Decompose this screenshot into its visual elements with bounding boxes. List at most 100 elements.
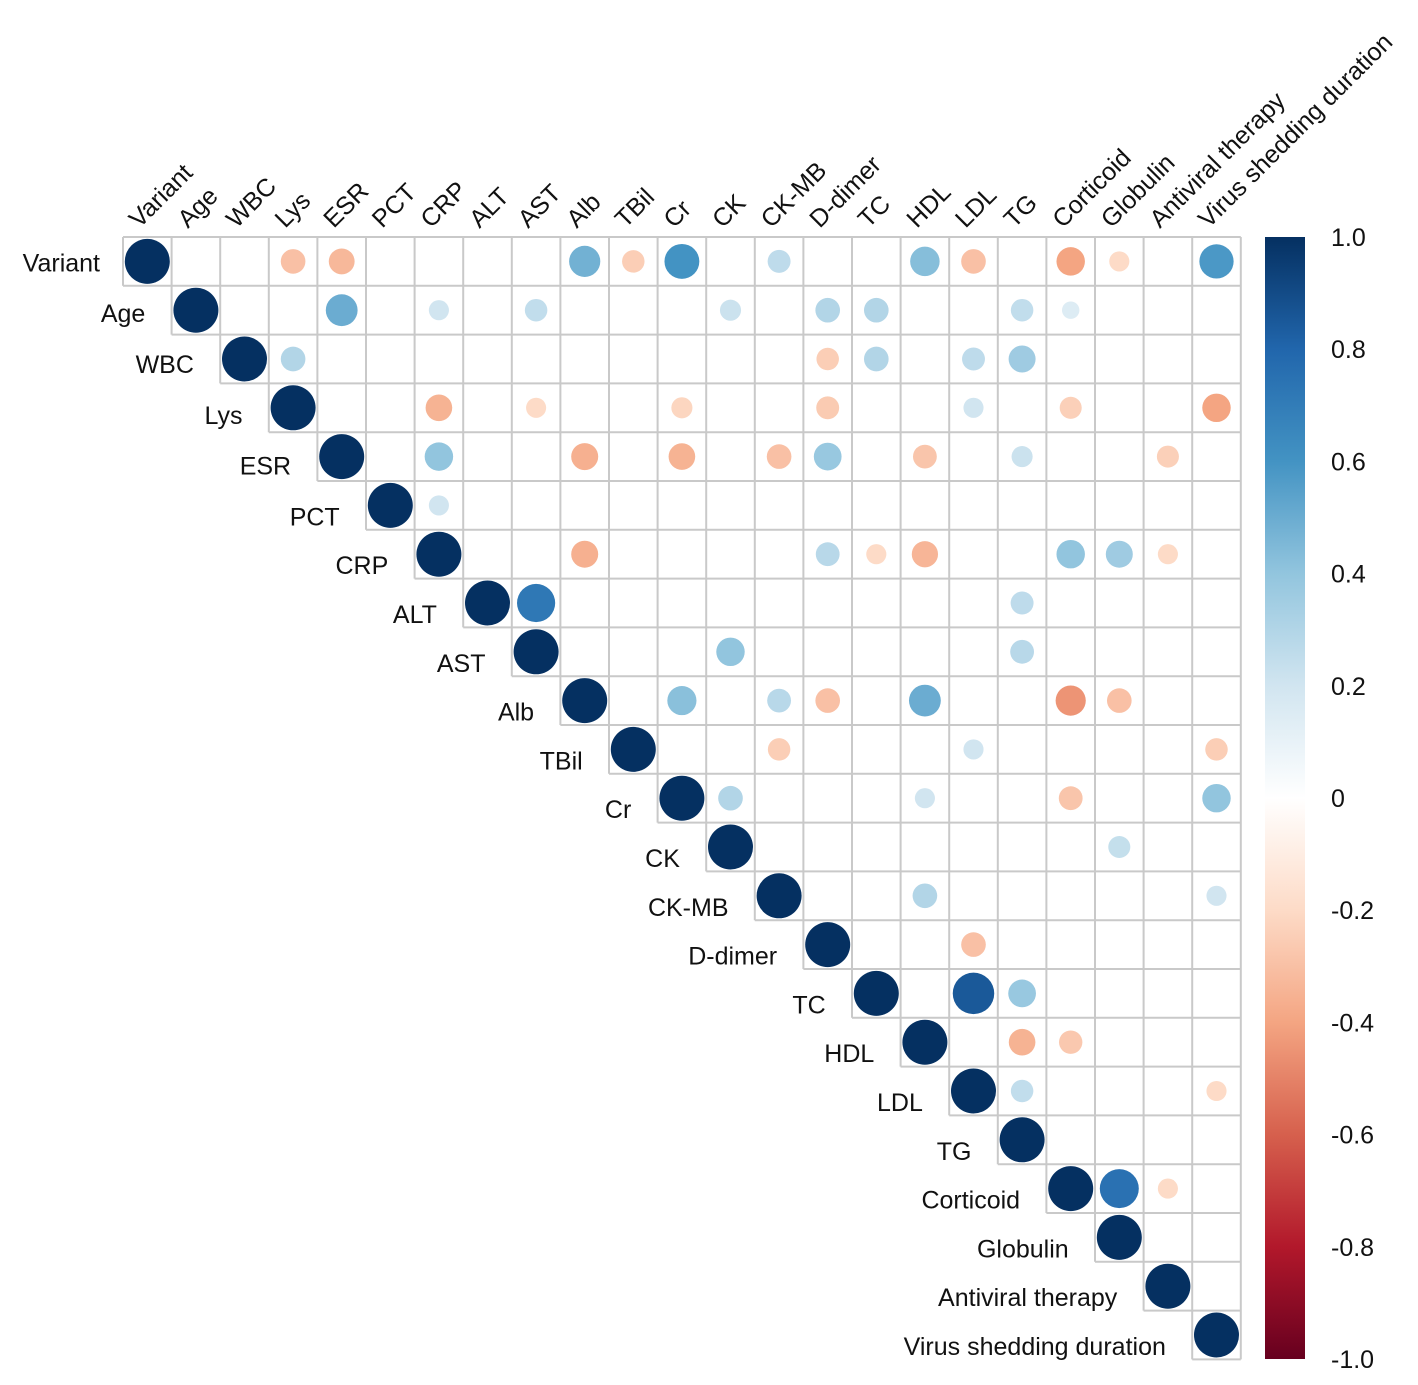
corr-circle-cr-corticoid <box>1058 786 1083 811</box>
corr-circle-d-dimer-ldl <box>961 932 986 957</box>
corr-circle-esr-antiviral-therapy <box>1156 445 1179 468</box>
corr-circle-cr-virus-shedding-duration <box>1202 783 1231 813</box>
row-label-esr: ESR <box>240 453 291 481</box>
corr-circle-tc-tg <box>1008 979 1036 1008</box>
corr-circle-lys-ldl <box>963 397 984 418</box>
col-label-ck: CK <box>707 189 752 234</box>
corr-circle-crp-tc <box>866 544 887 565</box>
corr-circle-hdl-corticoid <box>1059 1030 1083 1054</box>
colorbar-tick-label: 0.4 <box>1331 561 1366 589</box>
corr-circle-corticoid-antiviral-therapy <box>1157 1178 1178 1199</box>
corr-circle-age-ast <box>524 298 548 322</box>
colorbar: 1.0 0.8 0.6 0.4 0.2 0 -0.2 -0.4 -0.6 -0.8 -1.0 <box>1265 224 1374 1374</box>
corr-circle-variant-lys <box>280 249 306 274</box>
row-label-ck-mb: CK-MB <box>648 894 729 922</box>
corr-circle-alb-cr <box>667 686 697 716</box>
corr-circle-crp-d-dimer <box>815 542 840 567</box>
corr-circle-ck-ck <box>708 824 753 870</box>
corr-circle-tbil-tbil <box>610 726 656 772</box>
corr-circle-esr-ck-mb <box>766 444 792 469</box>
row-label-cr: Cr <box>605 796 631 824</box>
corr-circle-lys-ast <box>526 397 547 418</box>
row-label-ck: CK <box>645 845 680 873</box>
row-label-age: Age <box>101 300 145 328</box>
corr-circle-ast-ck <box>716 637 745 667</box>
corr-circle-wbc-lys <box>280 346 306 372</box>
colorbar-tick-label: 0.6 <box>1331 448 1366 476</box>
col-label-virus-shedding-duration: Virus shedding duration <box>1193 28 1398 233</box>
row-label-alt: ALT <box>393 601 437 629</box>
corr-circle-hdl-hdl <box>902 1019 948 1065</box>
corr-circle-variant-corticoid <box>1056 247 1085 276</box>
row-label-variant: Variant <box>23 249 100 277</box>
corr-circle-age-crp <box>428 300 449 321</box>
corr-circle-alb-alb <box>562 678 608 724</box>
corr-circle-cr-cr <box>659 775 705 821</box>
corr-circle-alb-globulin <box>1106 688 1132 713</box>
col-label-alb: Alb <box>561 188 606 233</box>
corr-circle-cr-hdl <box>914 788 935 809</box>
row-label-tc: TC <box>792 991 825 1019</box>
col-label-ldl: LDL <box>950 181 1002 233</box>
corr-circle-crp-hdl <box>911 541 939 568</box>
col-label-hdl: HDL <box>901 178 956 233</box>
colorbar-tick-label: -0.6 <box>1331 1122 1374 1150</box>
row-label-hdl: HDL <box>824 1040 874 1068</box>
colorbar-tick-label: -1.0 <box>1331 1346 1374 1374</box>
corr-circle-alb-hdl <box>908 684 941 717</box>
corr-circle-lys-virus-shedding-duration <box>1202 393 1231 423</box>
corr-circle-alt-ast <box>517 583 556 623</box>
corr-circle-alb-d-dimer <box>815 688 841 713</box>
corr-circle-crp-corticoid <box>1056 539 1085 569</box>
corr-circle-ast-ast <box>513 629 559 675</box>
corr-circle-age-d-dimer <box>815 297 841 323</box>
corr-circle-ldl-ldl <box>951 1068 996 1114</box>
corr-circle-age-tg <box>1010 298 1034 322</box>
corr-circle-variant-cr <box>664 243 700 279</box>
corr-circle-age-tc <box>863 297 889 323</box>
row-label-d-dimer: D-dimer <box>688 943 777 971</box>
corr-circle-variant-ldl <box>961 249 986 274</box>
col-label-wbc: WBC <box>221 172 282 233</box>
corr-circle-crp-globulin <box>1105 540 1133 568</box>
corr-circle-ast-tg <box>1010 639 1035 664</box>
row-label-corticoid: Corticoid <box>921 1187 1020 1215</box>
corr-circle-esr-hdl <box>912 444 937 469</box>
corr-circle-wbc-tc <box>863 346 889 372</box>
corr-circle-variant-variant <box>124 238 170 284</box>
row-label-pct: PCT <box>290 503 340 531</box>
corr-circle-esr-cr <box>668 443 696 470</box>
corr-circle-lys-d-dimer <box>816 396 840 420</box>
row-label-globulin: Globulin <box>977 1235 1069 1263</box>
corr-circle-ck-mb-ck-mb <box>756 873 802 919</box>
corr-circle-alt-alt <box>465 580 510 626</box>
col-label-cr: Cr <box>658 195 696 233</box>
corr-circle-lys-corticoid <box>1059 396 1082 419</box>
corr-circle-alt-tg <box>1010 591 1034 615</box>
row-label-lys: Lys <box>205 402 243 430</box>
colorbar-tick-label: 1.0 <box>1331 224 1366 252</box>
corr-circle-corticoid-globulin <box>1099 1169 1139 1209</box>
colorbar-tick-label: 0.2 <box>1331 673 1366 701</box>
corr-circle-alb-ck-mb <box>767 688 792 713</box>
row-label-ldl: LDL <box>877 1089 923 1117</box>
corr-circle-d-dimer-d-dimer <box>805 922 851 968</box>
corr-circle-wbc-wbc <box>222 336 267 382</box>
corr-circle-esr-esr <box>319 434 365 480</box>
row-label-antiviral-therapy: Antiviral therapy <box>938 1284 1118 1312</box>
row-label-ast: AST <box>437 650 486 678</box>
corr-circle-esr-d-dimer <box>813 442 842 471</box>
corr-circle-lys-crp <box>425 394 453 422</box>
corr-circle-age-esr <box>325 294 358 327</box>
corr-circle-ck-mb-hdl <box>912 883 938 909</box>
col-label-crp: CRP <box>415 176 472 233</box>
corr-circle-alb-corticoid <box>1055 685 1086 716</box>
corr-circle-tc-tc <box>853 970 899 1016</box>
corr-circle-ldl-virus-shedding-duration <box>1206 1080 1227 1102</box>
corr-circle-variant-alb <box>569 245 601 277</box>
corr-circle-crp-alb <box>571 540 599 568</box>
corr-circle-ck-mb-virus-shedding-duration <box>1206 885 1227 906</box>
corr-circle-lys-lys <box>270 385 316 431</box>
corr-circle-crp-crp <box>416 531 462 577</box>
